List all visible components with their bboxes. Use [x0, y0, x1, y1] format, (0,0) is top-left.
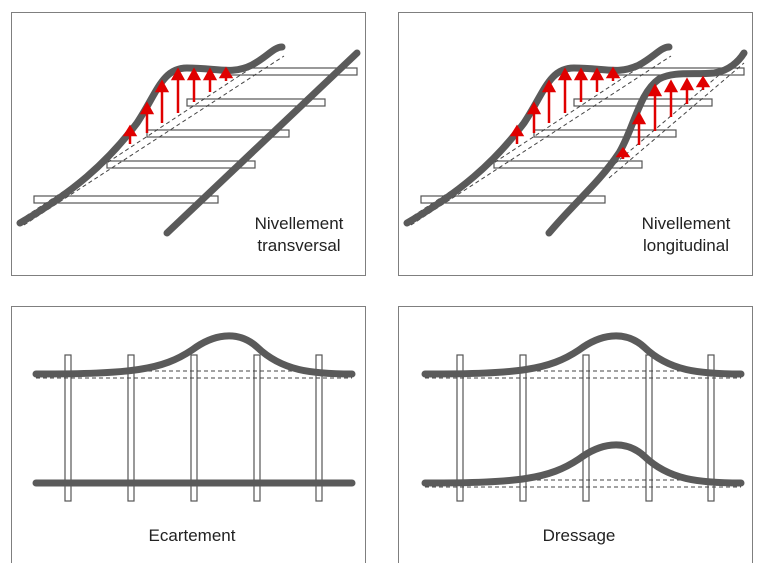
panel-dressage: Dressage [398, 306, 753, 563]
sleeper [582, 354, 590, 502]
rail-top-deformed [421, 332, 745, 378]
sleeper [420, 195, 606, 204]
panel-nivellement-longitudinal: Nivellement longitudinal [398, 12, 753, 276]
deviation-arrows-left [509, 66, 621, 144]
rail-top-deformed [32, 332, 356, 378]
sleeper [519, 354, 527, 502]
sleeper [64, 354, 72, 502]
caption-line-1: Dressage [542, 526, 616, 545]
caption: Ecartement [112, 525, 272, 547]
rail-bottom-deformed [421, 441, 745, 487]
sleeper [106, 160, 256, 169]
rail-right [163, 49, 361, 237]
sleepers [64, 354, 323, 502]
reference-line [608, 62, 745, 179]
diagram-ecartement [32, 332, 356, 502]
reference-line [410, 55, 672, 226]
sleeper [707, 354, 715, 502]
sleeper [186, 98, 326, 107]
sleeper [533, 129, 677, 138]
caption: Dressage [499, 525, 659, 547]
sleeper [456, 354, 464, 502]
sleepers [456, 354, 715, 502]
sleepers [33, 67, 358, 204]
diagram-nivellement-longitudinal [403, 43, 748, 237]
caption: Nivellement transversal [240, 213, 358, 257]
sleeper [146, 129, 290, 138]
sleeper [190, 354, 198, 502]
panel-ecartement: Ecartement [11, 306, 366, 563]
panel-nivellement-transversal: Nivellement transversal [11, 12, 366, 276]
diagram-nivellement-transversal [16, 43, 361, 237]
caption: Nivellement longitudinal [627, 213, 745, 257]
sleeper [493, 160, 643, 169]
caption-line-1: Nivellement [254, 214, 344, 233]
reference-line [23, 55, 285, 226]
sleeper [253, 354, 261, 502]
caption-line-2: transversal [257, 236, 341, 255]
sleeper [127, 354, 135, 502]
caption-line-1: Ecartement [148, 526, 236, 545]
rail-left-deformed [403, 43, 673, 227]
sleeper [315, 354, 323, 502]
deviation-arrows [122, 66, 234, 144]
rail-right-deformed [545, 49, 748, 237]
sleeper [645, 354, 653, 502]
caption-line-1: Nivellement [641, 214, 731, 233]
diagram-dressage [421, 332, 745, 502]
deviation-arrows-right [615, 75, 711, 159]
caption-line-2: longitudinal [642, 236, 729, 255]
rail-left-deformed [16, 43, 286, 227]
sleeper [33, 195, 219, 204]
